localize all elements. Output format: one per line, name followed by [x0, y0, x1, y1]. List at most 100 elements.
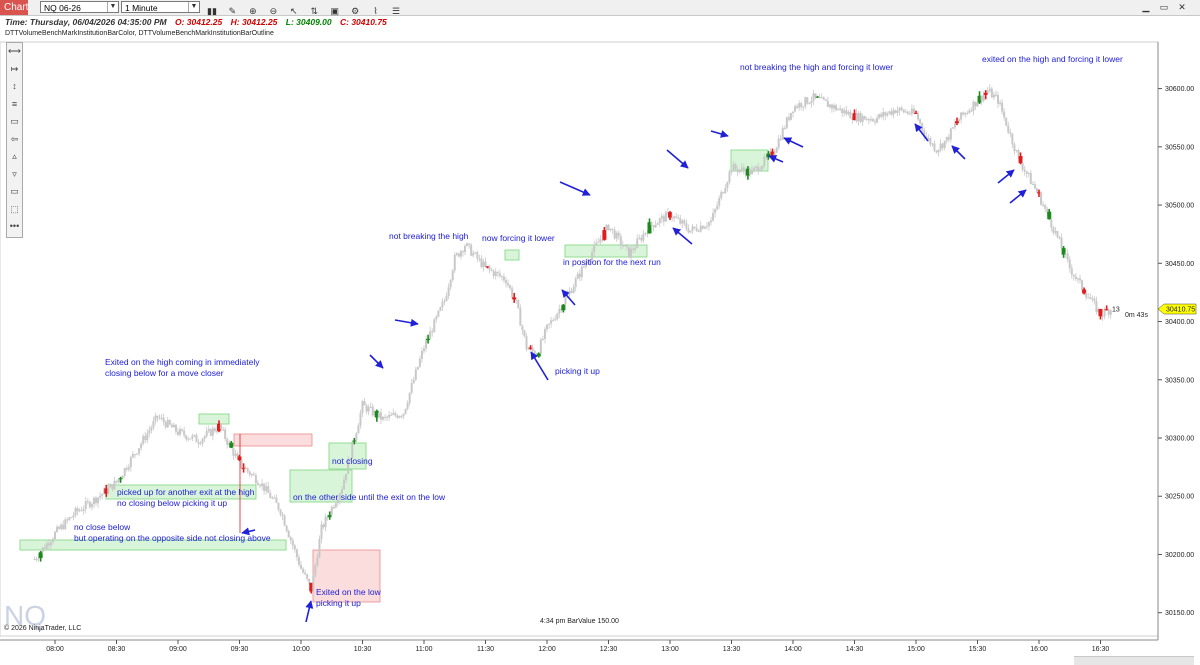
candle-body [252, 474, 255, 476]
horizontal-scrollbar[interactable] [1074, 656, 1194, 665]
candle-body [528, 347, 533, 349]
ray-icon[interactable]: ↦ [10, 63, 19, 74]
candle-body [892, 110, 895, 115]
candle-body [72, 515, 75, 518]
high-value: H: 30412.25 [230, 17, 278, 27]
candle [76, 506, 79, 516]
candle-body [974, 101, 977, 107]
candle-body [763, 156, 766, 166]
triangle-up-icon[interactable]: ▵ [12, 151, 17, 161]
arrow-line-icon[interactable]: ⇦ [10, 133, 19, 144]
candle [187, 436, 190, 442]
candle [263, 483, 266, 495]
candle-body [1040, 192, 1043, 205]
pointer-icon[interactable]: ↖ [290, 6, 298, 16]
maximize-icon[interactable]: ▭ [1159, 2, 1169, 12]
candle-body [386, 416, 389, 418]
candle-body [582, 266, 585, 268]
candle-body [951, 127, 954, 129]
candle [365, 403, 368, 414]
candle [580, 265, 583, 281]
candle [849, 109, 852, 119]
region-highlight-icon[interactable]: ⬚ [10, 203, 19, 214]
candle [798, 100, 801, 111]
instrument-value: NQ 06-26 [44, 3, 81, 13]
candle-body [502, 276, 505, 281]
candle [937, 149, 940, 157]
more-tools-icon[interactable]: ••• [9, 221, 20, 231]
fib-icon[interactable]: ≡ [11, 98, 18, 109]
candle-body [181, 429, 184, 431]
drawing-pen-icon[interactable]: ✎ [228, 6, 237, 16]
candle [943, 140, 946, 151]
rectangle-icon[interactable]: ▭ [10, 116, 19, 126]
interval-selector[interactable]: 1 Minute ▼ [121, 1, 200, 13]
chart-tab[interactable]: Chart [0, 0, 28, 15]
candle-body [170, 424, 173, 428]
candle-body [843, 110, 846, 114]
candle-body [88, 501, 91, 508]
chevron-down-icon[interactable]: ▼ [107, 2, 118, 12]
chevron-down-icon[interactable]: ▼ [188, 2, 199, 12]
candle-body [1054, 231, 1057, 233]
candle-body [949, 128, 952, 140]
candle [1027, 171, 1030, 178]
candle [459, 249, 462, 260]
candle-body [611, 228, 614, 230]
candle [334, 500, 337, 509]
candle-body [115, 480, 118, 483]
annotation-arrow [394, 318, 419, 327]
chart-trader-icon[interactable]: ⇅ [310, 6, 319, 16]
candle [309, 582, 314, 594]
candle [482, 258, 485, 272]
candle-body [806, 97, 809, 104]
candle [761, 165, 764, 171]
candle [867, 117, 870, 125]
x-tick-label: 16:30 [1092, 646, 1110, 653]
candle-body [431, 331, 434, 333]
candle [121, 475, 124, 479]
candle [1087, 293, 1090, 299]
instrument-selector[interactable]: NQ 06-26 ▼ [40, 1, 119, 13]
candle [273, 494, 276, 499]
candle [980, 95, 983, 106]
candle [327, 511, 332, 520]
properties-icon[interactable]: ☰ [392, 6, 401, 16]
candle-body [699, 225, 702, 232]
candle [701, 225, 704, 230]
candle-body [527, 348, 530, 350]
annotation-arrow [914, 123, 929, 142]
candle [810, 96, 813, 108]
candle [525, 333, 528, 352]
candle-body [35, 558, 38, 560]
toolbar-icons: ▮▮ ✎ ⊕ ⊖ ↖ ⇅ ▣ ⚙ ⌇ ☰ [205, 1, 405, 16]
annotation-line: not closing [332, 456, 373, 466]
x-tick-label: 12:00 [538, 646, 556, 653]
candle [777, 134, 780, 151]
minimize-icon[interactable]: ▁ [1142, 2, 1150, 12]
candle-body [671, 217, 674, 219]
candle [1021, 159, 1024, 173]
vertical-line-icon[interactable]: ↕ [12, 81, 17, 91]
triangle-down-icon[interactable]: ▿ [12, 168, 17, 179]
candle [60, 523, 63, 531]
zoom-out-icon[interactable]: ⊖ [269, 6, 278, 16]
candle [818, 93, 821, 99]
strategies-icon[interactable]: ⚙ [351, 6, 360, 16]
candle [1042, 201, 1045, 207]
candle [966, 110, 969, 116]
close-icon[interactable]: ✕ [1178, 2, 1186, 12]
candle-body [761, 165, 764, 170]
region-icon[interactable]: ▭ [10, 186, 19, 196]
data-box-icon[interactable]: ▣ [330, 6, 339, 16]
indicators-icon[interactable]: ⌇ [373, 6, 378, 16]
zoom-in-icon[interactable]: ⊕ [249, 6, 257, 16]
candle-body [1091, 298, 1094, 300]
candle-body [261, 483, 264, 487]
bar-style-icon[interactable]: ▮▮ [207, 6, 217, 16]
y-tick-label: 30500.00 [1165, 203, 1194, 210]
candle-body [121, 475, 124, 479]
candle [570, 288, 573, 294]
horizontal-line-icon[interactable]: ⟷ [8, 46, 21, 56]
